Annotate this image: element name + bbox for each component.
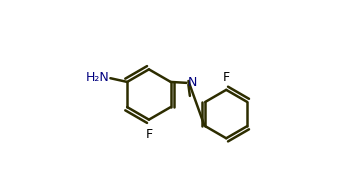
Text: H₂N: H₂N [86,71,110,84]
Text: F: F [223,71,230,84]
Text: N: N [188,76,197,89]
Text: F: F [145,128,153,141]
